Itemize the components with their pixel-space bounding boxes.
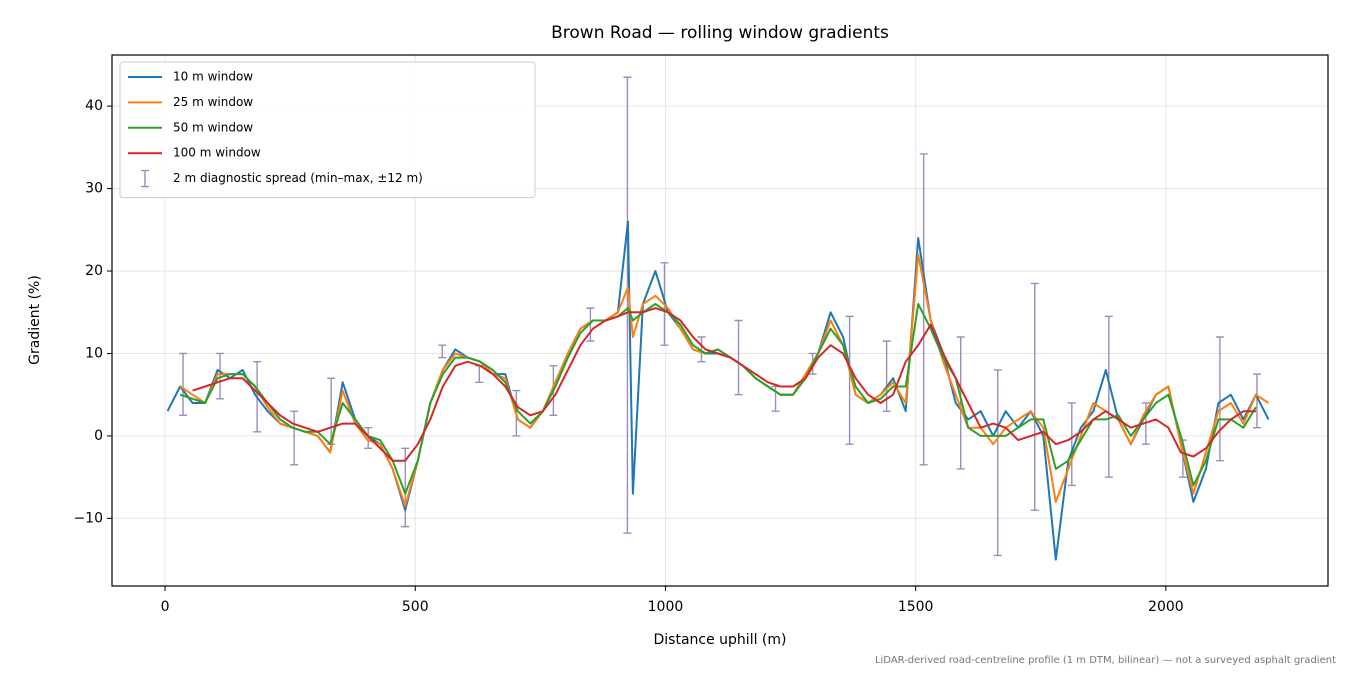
legend-label: 10 m window — [173, 70, 253, 84]
error-bar — [956, 336, 965, 470]
y-tick-label: 10 — [85, 345, 103, 361]
error-bar — [919, 153, 928, 466]
y-tick-label: 20 — [85, 263, 103, 279]
series-line — [166, 220, 1270, 561]
x-tick-label: 2000 — [1148, 599, 1184, 615]
error-bar — [697, 336, 706, 363]
error-bar — [845, 315, 854, 445]
error-bar — [364, 426, 373, 450]
error-bar — [179, 352, 188, 417]
footnote: LiDAR-derived road-centreline profile (1… — [875, 655, 1336, 666]
error-bar — [475, 365, 484, 384]
chart-title: Brown Road — rolling window gradients — [551, 23, 889, 43]
error-bar — [623, 76, 632, 534]
error-bar — [1067, 402, 1076, 487]
legend-label: 100 m window — [173, 146, 261, 160]
error-bar — [438, 344, 447, 359]
error-bar — [290, 410, 299, 466]
plot-frame — [111, 54, 1329, 587]
y-tick-label: 30 — [85, 181, 103, 197]
error-bar — [1104, 315, 1113, 478]
x-tick-label: 1500 — [898, 599, 934, 615]
x-tick-label: 0 — [161, 599, 170, 615]
legend-label: 25 m window — [173, 95, 253, 109]
series-line — [179, 253, 1270, 507]
error-bar — [1252, 373, 1261, 429]
error-bar — [734, 319, 743, 396]
x-axis-label: Distance uphill (m) — [654, 632, 787, 648]
error-bar — [993, 369, 1002, 557]
legend: 10 m window 25 m window 50 m window 100 m w… — [119, 61, 536, 199]
error-bar — [216, 352, 225, 400]
legend-frame — [119, 61, 536, 199]
series-line — [192, 307, 1256, 462]
y-tick-label: 0 — [94, 428, 103, 444]
plot-area — [166, 76, 1270, 561]
error-bar — [1030, 282, 1039, 511]
error-bar — [586, 307, 595, 342]
y-tick-label: −10 — [73, 510, 103, 526]
x-tick-label: 500 — [402, 599, 429, 615]
y-axis-label: Gradient (%) — [27, 275, 43, 365]
x-tick-label: 1000 — [648, 599, 684, 615]
legend-swatch — [141, 169, 149, 188]
error-bar — [1215, 336, 1224, 462]
legend-label: 50 m window — [173, 120, 253, 134]
legend-label: 2 m diagnostic spread (min–max, ±12 m) — [173, 171, 423, 185]
y-tick-label: 40 — [85, 98, 103, 114]
